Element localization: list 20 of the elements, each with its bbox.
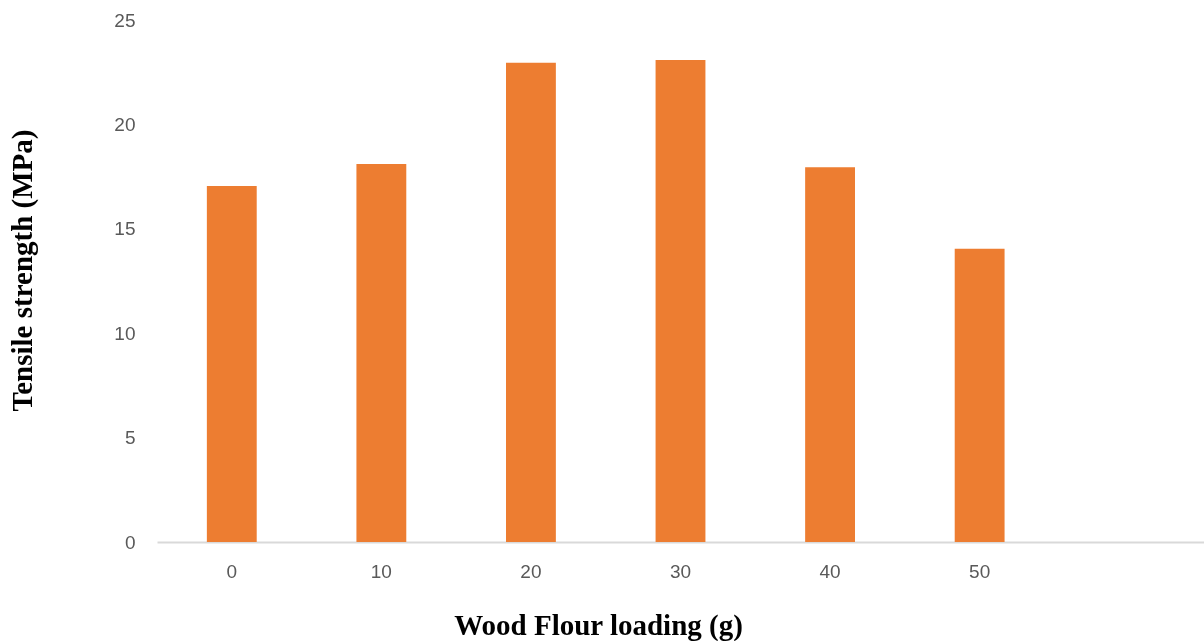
y-tick-label: 10 (114, 322, 136, 344)
x-tick-label: 50 (969, 560, 991, 582)
bar (206, 186, 257, 542)
bar (356, 164, 407, 542)
bar (506, 62, 556, 542)
y-axis-title: Tensile strength (MPa) (5, 129, 39, 412)
x-tick-label: 20 (520, 560, 542, 582)
bar (805, 167, 855, 542)
y-tick-label: 5 (124, 427, 136, 449)
x-tick-label: 10 (370, 560, 392, 582)
bar (655, 60, 706, 542)
x-tick-label: 0 (226, 560, 238, 582)
x-tick-label: 30 (669, 560, 692, 582)
x-axis-title: Wood Flour loading (g) (454, 608, 743, 641)
bar (954, 248, 1005, 542)
y-tick-label: 15 (114, 218, 136, 240)
y-tick-label: 20 (114, 113, 136, 135)
y-tick-label: 0 (124, 531, 136, 553)
x-tick-label: 40 (819, 560, 841, 582)
y-tick-label: 25 (114, 9, 136, 31)
